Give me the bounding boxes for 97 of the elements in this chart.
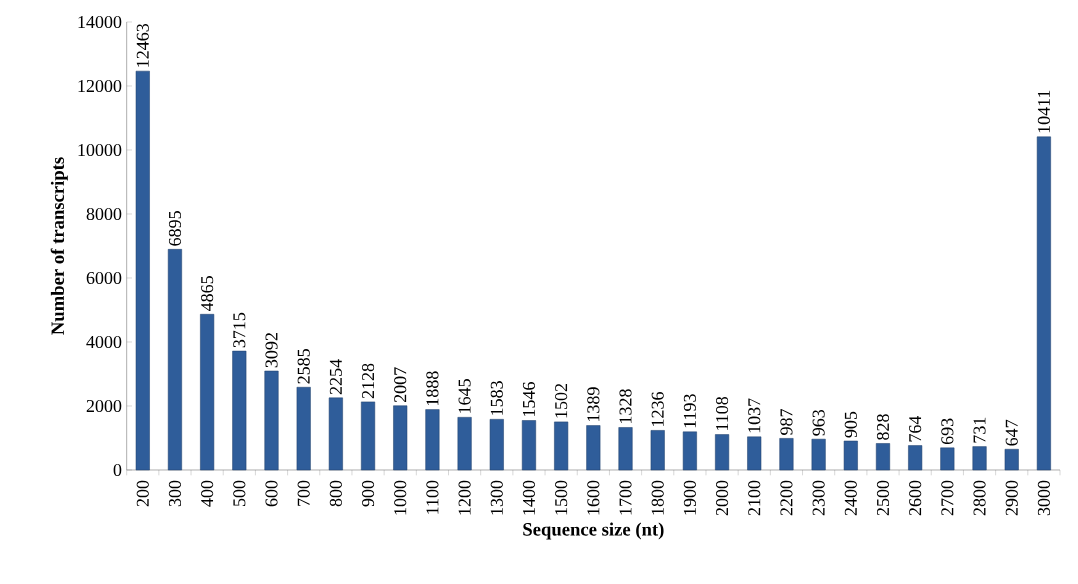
data-label: 6895 (168, 211, 182, 246)
x-tick-label: 900 (361, 480, 375, 507)
bar (167, 249, 182, 471)
data-label: 12463 (136, 23, 149, 67)
bar (264, 370, 279, 471)
x-tick-label: 700 (297, 480, 310, 506)
bar (875, 443, 891, 471)
bar (811, 438, 826, 471)
x-tick-label: 2900 (1005, 480, 1018, 516)
y-tick-label: 14000 (78, 15, 122, 29)
bar (393, 405, 408, 471)
bar (1036, 136, 1051, 471)
x-tick-label: 1800 (651, 480, 664, 515)
data-label: 1236 (651, 392, 664, 426)
bar (972, 446, 987, 471)
x-tick-label: 300 (168, 480, 182, 507)
y-tick-label: 6000 (86, 271, 122, 285)
x-tick-label: 500 (233, 480, 246, 506)
bar (618, 427, 633, 471)
x-tick-label: 2400 (844, 480, 857, 516)
bar (200, 314, 215, 471)
bar (682, 431, 697, 471)
y-tick-label: 2000 (86, 399, 122, 413)
data-label: 2007 (394, 367, 407, 403)
data-label: 1502 (555, 383, 568, 418)
data-label: 731 (973, 417, 986, 443)
data-label: 4865 (201, 276, 214, 312)
x-tick-label: 1200 (458, 480, 471, 515)
data-label: 647 (1005, 419, 1018, 446)
y-tick-label: 0 (113, 463, 122, 477)
data-label: 764 (909, 415, 922, 442)
y-tick-label: 8000 (86, 207, 122, 221)
data-label: 987 (780, 408, 793, 435)
bar (135, 70, 150, 471)
bar (1004, 449, 1019, 471)
data-label: 1546 (522, 382, 536, 416)
x-tick-label: 3000 (1037, 480, 1050, 516)
data-label: 1193 (683, 394, 696, 428)
x-tick-label: 2700 (941, 480, 954, 516)
bar (328, 397, 343, 471)
bar (521, 420, 536, 471)
data-label: 828 (876, 414, 890, 440)
x-tick-label: 1900 (683, 480, 696, 515)
data-label: 10411 (1037, 90, 1050, 133)
data-label: 1888 (426, 371, 439, 406)
x-tick-label: 1500 (555, 480, 568, 515)
bar (940, 447, 955, 471)
bar (747, 436, 762, 471)
x-tick-label: 1400 (522, 480, 536, 515)
data-label: 1328 (619, 389, 632, 423)
y-tick-label: 4000 (86, 335, 122, 349)
x-axis-title: Sequence size (nt) (523, 522, 664, 540)
x-tick-label: 2500 (876, 480, 890, 516)
data-label: 963 (812, 409, 825, 436)
y-axis-title: Number of transcripts (50, 157, 68, 335)
y-tick-label: 12000 (78, 79, 122, 93)
y-tick-label: 10000 (78, 143, 122, 157)
x-tick-label: 400 (201, 480, 214, 507)
bar (715, 434, 730, 471)
bar (779, 438, 794, 471)
data-label: 2254 (329, 359, 342, 395)
data-label: 1389 (587, 387, 600, 422)
bar (232, 350, 247, 471)
bar (650, 430, 665, 471)
x-tick-label: 2000 (715, 480, 729, 516)
bar (489, 419, 504, 471)
x-tick-label: 1100 (426, 480, 439, 514)
x-tick-label: 2300 (812, 480, 825, 516)
bar (908, 445, 923, 471)
bar (296, 386, 311, 471)
x-tick-label: 1600 (587, 480, 600, 515)
bar (361, 401, 376, 471)
data-label: 3092 (265, 333, 278, 368)
data-label: 1645 (458, 379, 471, 413)
data-label: 2585 (297, 349, 310, 384)
data-label: 1108 (715, 396, 729, 431)
data-label: 1583 (490, 381, 503, 415)
x-tick-label: 800 (329, 480, 342, 507)
x-tick-label: 200 (136, 480, 149, 507)
x-tick-label: 1700 (619, 480, 632, 515)
x-tick-label: 2800 (973, 480, 986, 516)
bar (425, 409, 440, 471)
data-label: 1037 (748, 398, 761, 433)
x-tick-label: 2100 (748, 480, 761, 516)
data-label: 3715 (233, 312, 246, 348)
bar (554, 421, 569, 471)
data-label: 2128 (361, 363, 375, 399)
bar (457, 417, 472, 471)
x-tick-label: 1300 (490, 480, 503, 515)
data-label: 905 (844, 411, 857, 438)
bar (586, 425, 601, 471)
bar (843, 440, 858, 471)
x-tick-label: 2200 (780, 480, 793, 516)
x-tick-label: 2600 (909, 480, 922, 516)
x-tick-label: 600 (265, 480, 278, 507)
x-tick-label: 1000 (394, 480, 407, 515)
data-label: 693 (941, 418, 954, 445)
